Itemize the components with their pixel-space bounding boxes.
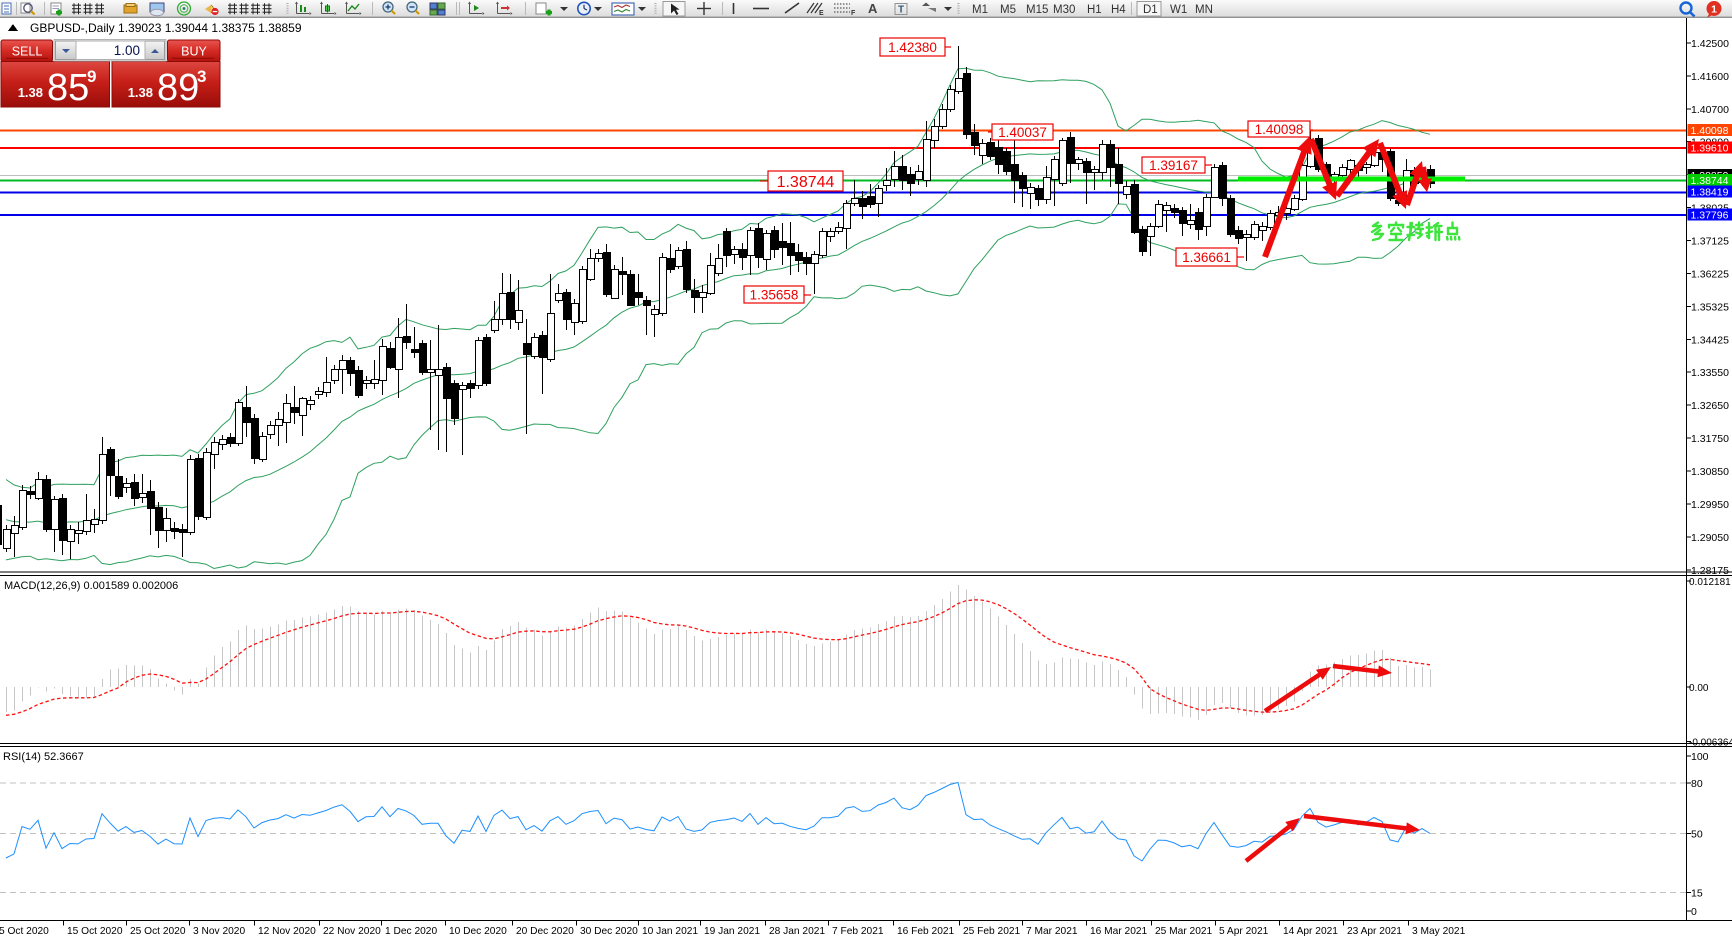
svg-text:BUY: BUY — [181, 45, 207, 59]
svg-text:1.42380: 1.42380 — [888, 40, 937, 55]
svg-text:10 Jan 2021: 10 Jan 2021 — [642, 926, 698, 937]
svg-text:1.35325: 1.35325 — [1691, 301, 1729, 313]
svg-text:1.38744: 1.38744 — [777, 174, 835, 191]
svg-text:0: 0 — [1691, 906, 1697, 918]
svg-text:16 Feb 2021: 16 Feb 2021 — [897, 926, 955, 937]
svg-text:15: 15 — [1691, 887, 1703, 899]
svg-text:3: 3 — [197, 67, 206, 86]
svg-text:1.29050: 1.29050 — [1691, 532, 1729, 544]
svg-text:1.39167: 1.39167 — [1149, 158, 1198, 173]
svg-text:GBPUSD-,Daily 1.39023 1.39044: GBPUSD-,Daily 1.39023 1.39044 1.38375 1.… — [30, 21, 302, 35]
svg-text:1: 1 — [1711, 4, 1717, 16]
svg-text:12 Nov 2020: 12 Nov 2020 — [258, 926, 316, 937]
svg-text:M5: M5 — [1000, 4, 1016, 16]
svg-text:25 Feb 2021: 25 Feb 2021 — [963, 926, 1021, 937]
svg-text:1.41600: 1.41600 — [1691, 71, 1729, 83]
svg-text:1.35658: 1.35658 — [750, 287, 799, 302]
svg-text:7 Mar 2021: 7 Mar 2021 — [1026, 926, 1078, 937]
svg-text:SELL: SELL — [12, 45, 43, 59]
svg-text:14 Apr 2021: 14 Apr 2021 — [1283, 926, 1338, 937]
svg-text:1.40098: 1.40098 — [1691, 125, 1729, 137]
svg-text:0.00: 0.00 — [1689, 683, 1709, 694]
svg-text:9: 9 — [87, 67, 96, 86]
svg-text:30 Dec 2020: 30 Dec 2020 — [580, 926, 638, 937]
svg-text:E: E — [819, 10, 824, 17]
svg-text:0.012181: 0.012181 — [1689, 577, 1731, 588]
svg-text:85: 85 — [47, 67, 89, 109]
svg-text:1.36225: 1.36225 — [1691, 268, 1729, 280]
svg-text:MN: MN — [1195, 4, 1213, 16]
svg-text:1.42500: 1.42500 — [1691, 38, 1729, 50]
svg-text:1.38: 1.38 — [18, 85, 43, 100]
svg-text:15 Oct 2020: 15 Oct 2020 — [67, 926, 123, 937]
svg-text:22 Nov 2020: 22 Nov 2020 — [323, 926, 381, 937]
svg-text:100: 100 — [1691, 751, 1709, 763]
svg-text:F: F — [851, 10, 856, 17]
svg-text:1.37125: 1.37125 — [1691, 236, 1729, 248]
svg-text:T: T — [898, 5, 904, 16]
svg-text:5 Oct 2020: 5 Oct 2020 — [0, 926, 49, 937]
svg-text:3 May 2021: 3 May 2021 — [1412, 926, 1466, 937]
svg-text:H1: H1 — [1087, 4, 1102, 16]
svg-text:1.32650: 1.32650 — [1691, 400, 1729, 412]
svg-text:M15: M15 — [1026, 4, 1048, 16]
svg-text:H4: H4 — [1111, 4, 1126, 16]
svg-text:3 Nov 2020: 3 Nov 2020 — [193, 926, 245, 937]
svg-text:20 Dec 2020: 20 Dec 2020 — [516, 926, 574, 937]
svg-text:RSI(14) 52.3667: RSI(14) 52.3667 — [3, 751, 84, 763]
svg-text:MACD(12,26,9) 0.001589 0.00200: MACD(12,26,9) 0.001589 0.002006 — [4, 580, 178, 592]
svg-text:10 Dec 2020: 10 Dec 2020 — [449, 926, 507, 937]
svg-text:7 Feb 2021: 7 Feb 2021 — [832, 926, 884, 937]
svg-text:1.31750: 1.31750 — [1691, 433, 1729, 445]
svg-text:23 Apr 2021: 23 Apr 2021 — [1347, 926, 1402, 937]
svg-text:80: 80 — [1691, 778, 1703, 790]
svg-text:1.40037: 1.40037 — [998, 125, 1047, 140]
svg-text:-0.006364: -0.006364 — [1689, 738, 1732, 749]
svg-text:1.36661: 1.36661 — [1182, 250, 1231, 265]
svg-text:W1: W1 — [1170, 4, 1187, 16]
svg-text:1.30850: 1.30850 — [1691, 466, 1729, 478]
svg-text:1.39610: 1.39610 — [1691, 143, 1729, 155]
svg-text:A: A — [868, 1, 878, 16]
svg-text:1 Dec 2020: 1 Dec 2020 — [385, 926, 437, 937]
svg-text:25 Mar 2021: 25 Mar 2021 — [1155, 926, 1213, 937]
svg-text:1.28175: 1.28175 — [1691, 565, 1729, 577]
svg-text:1.40098: 1.40098 — [1255, 122, 1304, 137]
svg-text:5 Apr 2021: 5 Apr 2021 — [1219, 926, 1269, 937]
svg-text:1.38419: 1.38419 — [1691, 187, 1729, 199]
svg-text:50: 50 — [1691, 828, 1703, 840]
svg-text:1.38: 1.38 — [128, 85, 153, 100]
svg-text:89: 89 — [157, 67, 199, 109]
svg-text:1.00: 1.00 — [114, 43, 140, 58]
svg-text:16 Mar 2021: 16 Mar 2021 — [1090, 926, 1148, 937]
svg-text:1.34425: 1.34425 — [1691, 334, 1729, 346]
svg-text:28 Jan 2021: 28 Jan 2021 — [769, 926, 825, 937]
svg-text:19 Jan 2021: 19 Jan 2021 — [704, 926, 760, 937]
svg-text:1.40700: 1.40700 — [1691, 104, 1729, 116]
svg-text:1.37796: 1.37796 — [1691, 210, 1729, 222]
svg-text:D1: D1 — [1143, 4, 1158, 16]
svg-text:25 Oct 2020: 25 Oct 2020 — [130, 926, 186, 937]
svg-text:M30: M30 — [1053, 4, 1075, 16]
svg-text:1.38744: 1.38744 — [1691, 175, 1729, 187]
svg-text:1.29950: 1.29950 — [1691, 499, 1729, 511]
svg-text:1.33550: 1.33550 — [1691, 367, 1729, 379]
svg-text:M1: M1 — [972, 4, 988, 16]
